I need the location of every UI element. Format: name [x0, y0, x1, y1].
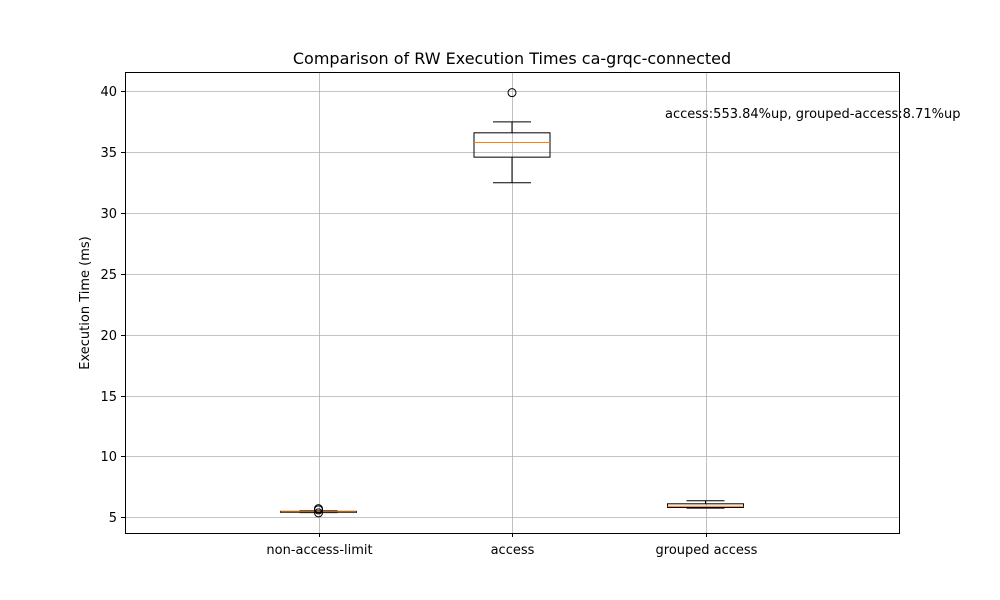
box-access — [473, 88, 551, 184]
x-axis-ticks: non-access-limit access grouped access — [266, 533, 758, 558]
box-iqr — [667, 503, 744, 508]
y-tick-label: 15 — [100, 390, 117, 405]
y-axis-ticks: 5 10 15 20 25 30 35 40 — [100, 85, 125, 526]
x-tick-label: access — [491, 543, 535, 558]
x-tick-label: non-access-limit — [266, 543, 372, 558]
x-tick-label: grouped access — [656, 543, 758, 558]
outlier-point — [314, 505, 323, 515]
box-iqr — [473, 132, 551, 158]
y-tick-label: 40 — [100, 85, 117, 100]
plot-frame — [125, 72, 900, 534]
grid-lines — [125, 72, 899, 533]
y-tick-label: 25 — [100, 268, 117, 283]
y-tick-label: 5 — [109, 511, 117, 526]
annotation-text: access:553.84%up, grouped-access:8.71%up — [665, 107, 960, 122]
boxes-layer — [280, 88, 744, 518]
y-tick-label: 10 — [100, 450, 117, 465]
chart-title: Comparison of RW Execution Times ca-grqc… — [293, 49, 731, 68]
box-grouped-access — [667, 500, 744, 509]
y-tick-label: 35 — [100, 146, 117, 161]
y-tick-label: 20 — [100, 329, 117, 344]
y-axis-label: Execution Time (ms) — [78, 236, 93, 369]
outlier-point — [314, 508, 323, 518]
outlier-point — [507, 88, 517, 98]
y-tick-label: 30 — [100, 207, 117, 222]
box-non-access-limit — [280, 504, 357, 518]
